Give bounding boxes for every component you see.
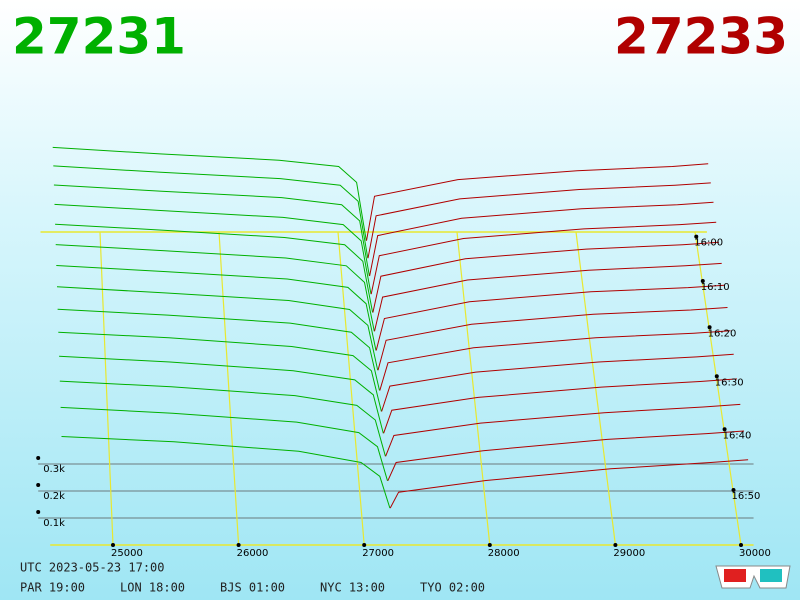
price-tick [613,543,618,547]
price-grid-line [694,231,742,546]
price-tick [362,543,367,547]
bid-depth-line [55,223,374,313]
time-tick-label: 16:20 [708,328,737,339]
ask-depth-line [367,182,711,259]
ask-depth-line [375,284,725,351]
ask-depth-line [372,241,719,313]
ask-depth-line [377,307,728,371]
ask-depth-line [369,201,714,277]
price-tick-label: 28000 [488,548,520,559]
ask-depth-line [374,262,722,332]
bid-depth-line [58,331,382,412]
clock: TYO 02:00 [420,581,485,595]
ask-depth-line [383,378,737,434]
time-tick [722,427,727,432]
price-tick-label: 30000 [739,548,771,559]
time-tick-label: 16:00 [694,238,723,249]
bid-depth-line [56,265,377,351]
price-tick-label: 26000 [237,548,269,559]
price-tick-label: 29000 [613,548,645,559]
time-tick-label: 16:10 [701,282,730,293]
clock: LON 18:00 [120,581,185,595]
bid-depth-line [52,146,367,241]
bid-depth-line [56,286,379,371]
price-tick [236,543,241,547]
price-tick-label: 25000 [111,548,143,559]
bid-depth-line [60,406,388,481]
depth-tick-label: 0.2k [43,491,65,502]
price-grid-line [99,231,114,546]
ask-depth-line [370,221,717,295]
time-tick-label: 16:40 [723,430,752,441]
bid-depth-line [55,244,375,332]
time-tick [707,325,712,330]
bid-depth-line [61,436,391,509]
price-grid-line [337,231,365,546]
bid-depth-line [59,355,384,434]
depth-tick-label: 0.1k [43,518,65,529]
time-tick [714,374,719,379]
price-tick-label: 27000 [362,548,394,559]
ask-price: 27233 [614,8,788,66]
bid-depth-line [53,184,370,277]
ask-depth-line [385,403,741,457]
time-tick-label: 16:50 [732,491,761,502]
clock: BJS 01:00 [220,581,285,595]
depth-tick-label: 0.3k [43,464,65,475]
clock: PAR 19:00 [20,581,85,595]
time-tick-label: 16:30 [715,377,744,388]
time-tick [694,234,699,239]
price-tick [487,543,492,547]
depth-tick [36,456,41,460]
ask-depth-line [387,430,745,482]
bid-depth-line [53,165,369,259]
depth-tick [36,483,41,487]
bid-price: 27231 [12,8,186,66]
utc-time: UTC 2023-05-23 17:00 [20,561,165,575]
time-tick [700,278,705,283]
ask-depth-line [389,459,749,509]
bid-depth-line [54,203,372,295]
price-grid-line [456,231,491,546]
time-tick [731,488,736,493]
price-grid-line [218,231,240,546]
ask-depth-line [381,353,734,412]
depth-tick [36,510,41,514]
price-tick [739,543,743,547]
bid-depth-line [59,380,386,457]
ask-depth-line [366,163,709,241]
bid-depth-line [57,308,380,391]
price-tick [111,543,115,547]
price-grid-line [575,231,616,546]
clock: NYC 13:00 [320,581,385,595]
ask-depth-line [379,330,731,391]
glasses-icon [715,565,791,589]
